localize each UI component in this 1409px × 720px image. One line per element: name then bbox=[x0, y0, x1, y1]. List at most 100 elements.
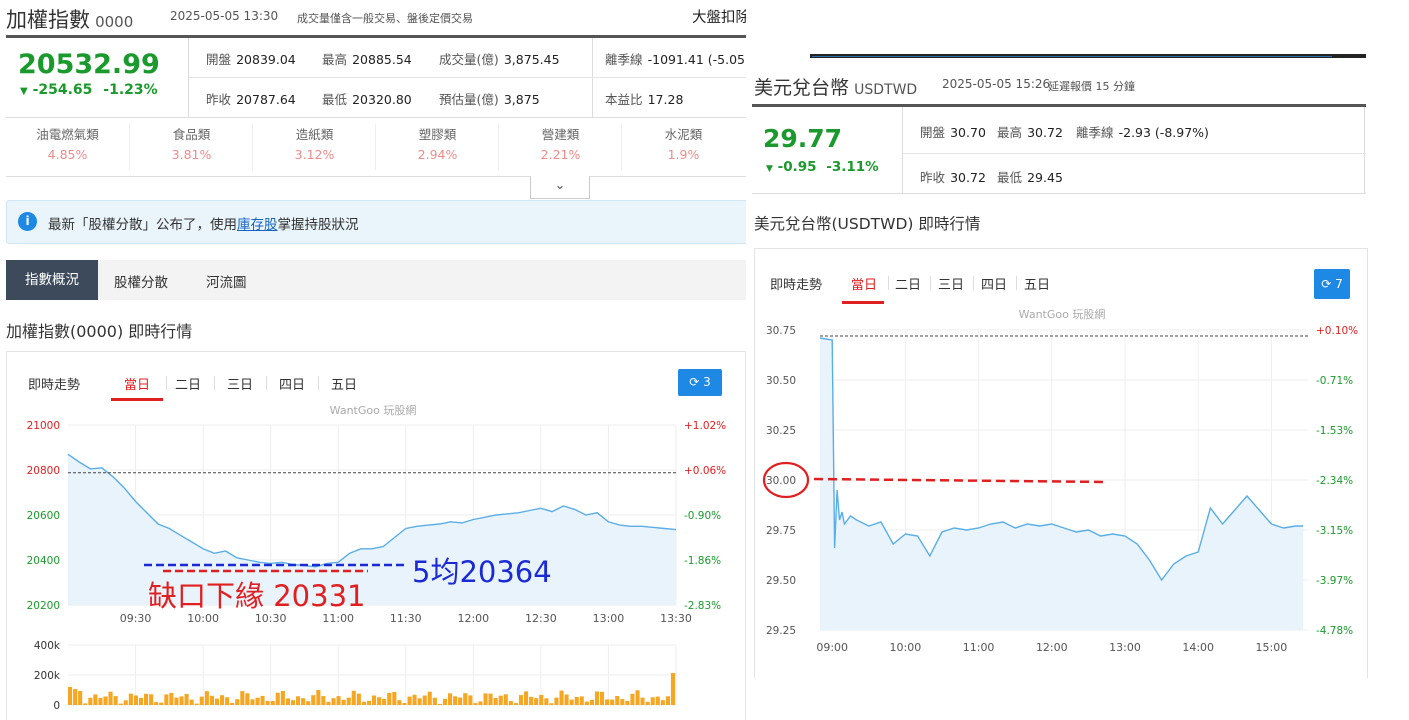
volume-bar bbox=[493, 698, 498, 705]
refresh-button[interactable]: ⟳ 3 bbox=[678, 369, 722, 396]
y2-tick-label: -0.71% bbox=[1316, 375, 1353, 387]
sector-item[interactable]: 油電燃氣類 4.85% bbox=[6, 124, 129, 170]
volume-bar bbox=[118, 703, 123, 705]
section-title: 加權指數(0000) 即時行情 bbox=[6, 322, 193, 341]
y2-tick-label: +0.06% bbox=[684, 465, 726, 477]
volume-bar bbox=[159, 702, 164, 705]
volume-bar bbox=[326, 701, 331, 705]
y-tick-label: 30.00 bbox=[766, 475, 796, 487]
inventory-link[interactable]: 庫存股 bbox=[237, 217, 278, 233]
volume-bar bbox=[123, 700, 128, 705]
volume-bar bbox=[529, 696, 534, 705]
volume-bar bbox=[458, 697, 463, 705]
refresh-icon: ⟳ bbox=[689, 375, 700, 389]
volume-bar bbox=[650, 697, 655, 705]
y2-tick-label: -2.34% bbox=[1316, 475, 1353, 487]
sector-pct: 1.9% bbox=[667, 147, 700, 162]
fx-chart-tab-intraday[interactable]: 即時走勢 bbox=[770, 278, 823, 293]
volume-bar bbox=[579, 696, 584, 705]
price-line bbox=[819, 337, 1304, 582]
volume-bar bbox=[549, 703, 554, 705]
fx-chart-tab-4d[interactable]: 四日 bbox=[981, 278, 1008, 293]
tab-river-chart[interactable]: 河流圖 bbox=[206, 275, 247, 291]
y2-tick-label: -3.97% bbox=[1316, 575, 1353, 587]
chart-tab-5d[interactable]: 五日 bbox=[331, 378, 358, 393]
fx-quote-box bbox=[752, 107, 1366, 194]
volume-bar bbox=[275, 692, 280, 705]
x-tick-label: 14:00 bbox=[1182, 641, 1214, 654]
volume-bar bbox=[366, 700, 371, 705]
fx-chart-tab-2d[interactable]: 二日 bbox=[895, 278, 922, 293]
sector-item[interactable]: 塑膠類 2.94% bbox=[375, 124, 499, 170]
chart-tab-2d[interactable]: 二日 bbox=[175, 378, 202, 393]
fx-datetime: 2025-05-05 15:26 bbox=[942, 77, 1051, 91]
sector-item[interactable]: 食品類 3.81% bbox=[129, 124, 253, 170]
fx-chart-tab-today[interactable]: 當日 bbox=[851, 278, 878, 293]
volume-bar bbox=[225, 697, 230, 705]
x-tick-label: 10:00 bbox=[890, 641, 922, 654]
volume-bar bbox=[392, 691, 397, 705]
price-line bbox=[67, 453, 677, 568]
fx-active-tab-underline bbox=[842, 301, 884, 304]
volume-bar bbox=[594, 691, 599, 705]
tab-equity-distribution[interactable]: 股權分散 bbox=[114, 275, 168, 291]
chart-tab-3d[interactable]: 三日 bbox=[227, 378, 254, 393]
x-tick-label: 09:00 bbox=[816, 641, 848, 654]
volume-bar bbox=[665, 696, 670, 705]
volume-bar bbox=[93, 694, 98, 705]
volume-bar bbox=[559, 690, 564, 705]
expand-sectors-button[interactable]: ⌄ bbox=[530, 176, 590, 199]
volume-bar bbox=[417, 698, 422, 705]
volume-bar bbox=[220, 695, 225, 705]
usdtwd-panel: 美元兌台幣 USDTWD 2025-05-05 15:26 延遲報價 15 分鐘… bbox=[752, 48, 1368, 678]
sector-name: 營建類 bbox=[541, 127, 580, 142]
volume-bar bbox=[199, 696, 204, 705]
fx-name: 美元兌台幣 bbox=[754, 77, 850, 99]
tab-sep bbox=[266, 376, 267, 390]
quote-row-divider bbox=[189, 77, 746, 78]
stat-ma-distance: 離季線 -1091.41 (-5.05 bbox=[605, 52, 746, 67]
volume-bar bbox=[341, 699, 346, 705]
tab-index-overview[interactable]: 指數概況 bbox=[6, 260, 98, 300]
volume-bar bbox=[402, 703, 407, 705]
volume-bar bbox=[214, 698, 219, 705]
fx-refresh-button[interactable]: ⟳ 7 bbox=[1314, 269, 1350, 299]
sector-item[interactable]: 營建類 2.21% bbox=[498, 124, 622, 170]
stat-pe: 本益比 17.28 bbox=[605, 92, 684, 107]
volume-bar bbox=[280, 691, 285, 705]
volume-bar bbox=[331, 698, 336, 705]
x-tick-label: 11:00 bbox=[322, 612, 354, 625]
index-change-pct: -1.23% bbox=[103, 82, 158, 98]
x-tick-label: 10:30 bbox=[255, 612, 287, 625]
volume-bar bbox=[209, 695, 214, 705]
fx-stat-ma-distance: 離季線 -2.93 (-8.97%) bbox=[1076, 125, 1209, 140]
stat-open: 開盤 20839.04 bbox=[206, 52, 296, 67]
level-30-line bbox=[813, 477, 1109, 484]
sector-item[interactable]: 水泥類 1.9% bbox=[621, 124, 745, 170]
fx-chart-tab-3d[interactable]: 三日 bbox=[938, 278, 965, 293]
taiex-panel: 加權指數 0000 2025-05-05 13:30 成交量僅含一般交易、盤後定… bbox=[6, 8, 746, 720]
sector-item[interactable]: 造紙類 3.12% bbox=[252, 124, 376, 170]
fx-section-title: 美元兌台幣(USDTWD) 即時行情 bbox=[754, 215, 981, 233]
fx-stat-open: 開盤 30.70 bbox=[920, 125, 986, 140]
y2-tick-label: -0.90% bbox=[684, 510, 721, 522]
volume-bar bbox=[453, 696, 458, 705]
y-tick-label: 29.50 bbox=[766, 575, 796, 587]
chart-tab-intraday[interactable]: 即時走勢 bbox=[28, 378, 81, 393]
fx-chart-tab-5d[interactable]: 五日 bbox=[1024, 278, 1051, 293]
fx-delay: 延遲報價 15 分鐘 bbox=[1048, 80, 1135, 93]
y2-tick-label: -4.78% bbox=[1316, 625, 1353, 637]
volume-bar bbox=[422, 695, 427, 705]
market-exclusion-link[interactable]: 大盤扣除 bbox=[692, 10, 746, 26]
fx-header-divider bbox=[752, 104, 1366, 107]
chart-tab-4d[interactable]: 四日 bbox=[279, 378, 306, 393]
gap-annotation: 缺口下緣 20331 bbox=[148, 579, 365, 613]
chart-tab-today[interactable]: 當日 bbox=[124, 378, 151, 393]
index-price: 20532.99 bbox=[18, 49, 160, 80]
volume-bar bbox=[128, 693, 133, 705]
y2-tick-label: +0.10% bbox=[1316, 325, 1358, 337]
volume-bar bbox=[442, 698, 447, 705]
y-tick-label: 20800 bbox=[27, 465, 60, 477]
usdtwd-header: 美元兌台幣 USDTWD bbox=[754, 73, 917, 100]
volume-bar bbox=[635, 690, 640, 705]
